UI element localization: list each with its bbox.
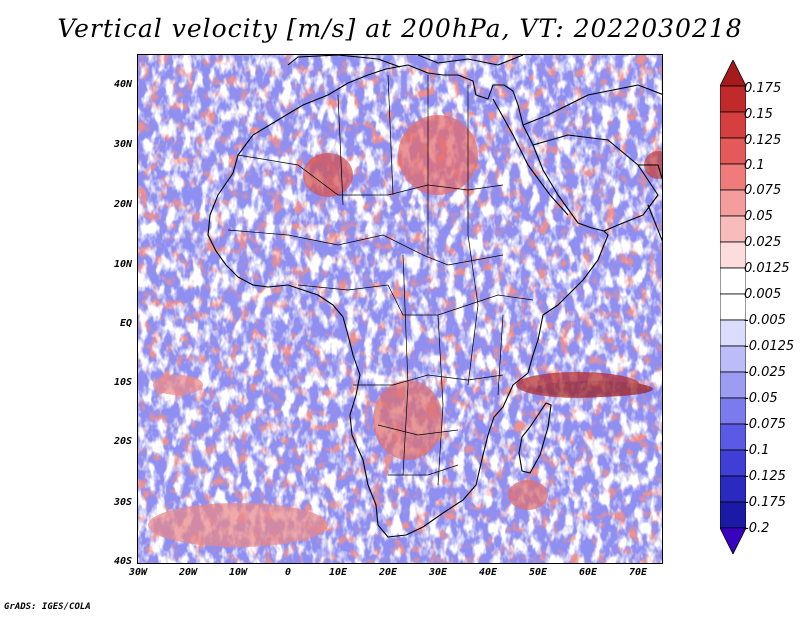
colorbar-label-m0.2: -0.2	[744, 521, 770, 536]
colorbar-bin-0	[720, 60, 746, 87]
red-sea	[492, 98, 569, 216]
indian-ocean-ascent-core	[533, 381, 653, 397]
lon-label-30e: 30E	[428, 567, 448, 578]
colorbar-bin-2	[720, 111, 746, 139]
colorbar-bin-5	[720, 189, 746, 217]
lon-label-60e: 60E	[578, 567, 598, 578]
colorbar-label-0.175: 0.175	[744, 81, 782, 96]
colorbar-bin-4	[720, 163, 746, 191]
colorbar-bin-14	[720, 423, 746, 451]
border-north-south	[337, 74, 479, 476]
colorbar-bin-18	[720, 527, 746, 554]
sahara-ascent	[303, 153, 353, 197]
lat-label-10n: 10N	[113, 259, 132, 270]
colorbar-bin-13	[720, 397, 746, 425]
colorbar-bin-15	[720, 449, 746, 477]
colorbar-label-m0.005: -0.005	[744, 313, 786, 328]
border-central	[297, 284, 534, 316]
colorbar-label-0.15: 0.15	[744, 107, 773, 122]
south-atlantic-band	[148, 503, 328, 547]
colorbar-label-m0.125: -0.125	[744, 469, 786, 484]
europe-coastline	[287, 55, 524, 68]
colorbar-label-m0.025: -0.025	[744, 365, 786, 380]
colorbar-label-m0.175: -0.175	[744, 495, 786, 510]
lat-label-30n: 30N	[113, 139, 132, 150]
southern-africa-ascent	[373, 380, 443, 460]
colorbar-label-0.025: 0.025	[744, 235, 782, 250]
lon-label-10w: 10W	[228, 567, 248, 578]
southwest-indian-ascent	[508, 480, 548, 510]
lat-label-10s: 10S	[113, 377, 132, 388]
lat-label-40s: 40S	[113, 556, 132, 567]
colorbar-label-0.075: 0.075	[744, 183, 782, 198]
border-east	[437, 314, 504, 486]
colorbar-bin-7	[720, 241, 746, 269]
colorbar-bin-8	[720, 267, 746, 295]
africa-coastline	[207, 64, 609, 538]
vertical-velocity-field	[138, 55, 662, 563]
lon-label-0: 0	[284, 567, 292, 578]
colorbar-bin-12	[720, 371, 746, 399]
colorbar-label-0.005: 0.005	[744, 287, 782, 302]
colorbar-bin-11	[720, 345, 746, 373]
colorbar-label-m0.1: -0.1	[744, 443, 770, 458]
lon-label-20e: 20E	[378, 567, 398, 578]
north-africa-ascent	[398, 115, 478, 195]
arabia-coastline	[522, 84, 659, 232]
lon-label-70e: 70E	[628, 567, 648, 578]
coastlines	[207, 55, 662, 538]
colorbar-label-0.125: 0.125	[744, 133, 782, 148]
map-panel	[137, 54, 663, 564]
colorbar-label-m0.05: -0.05	[744, 391, 778, 406]
colorbar-bin-17	[720, 501, 746, 529]
colorbar-label-0.0125: 0.0125	[744, 261, 790, 276]
lat-label-20n: 20N	[113, 199, 132, 210]
positive-velocity-patches	[148, 115, 662, 547]
colorbar-bin-6	[720, 215, 746, 243]
colorbar-label-0.1: 0.1	[744, 158, 765, 173]
colorbar-bin-3	[720, 137, 746, 165]
colorbar-label-m0.075: -0.075	[744, 417, 786, 432]
lon-label-40e: 40E	[478, 567, 498, 578]
border-south	[353, 374, 504, 476]
lon-label-50e: 50E	[528, 567, 548, 578]
border-sahel	[227, 229, 504, 266]
chart-title: Vertical velocity [m/s] at 200hPa, VT: 2…	[57, 14, 743, 43]
colorbar-bin-16	[720, 475, 746, 503]
lon-label-30w: 30W	[128, 567, 148, 578]
lat-label-30s: 30S	[113, 497, 132, 508]
colorbar-bin-10	[720, 319, 746, 347]
atlantic-ascent	[153, 375, 203, 395]
colorbar-label-m0.0125: -0.0125	[744, 339, 795, 354]
lon-label-20w: 20W	[178, 567, 198, 578]
colorbar-boxes	[720, 60, 746, 554]
colorbar-label-0.05: 0.05	[744, 209, 773, 224]
lon-label-10e: 10E	[328, 567, 348, 578]
lat-label-40n: 40N	[113, 79, 132, 90]
grads-credit: GrADS: IGES/COLA	[4, 602, 91, 612]
colorbar-bin-9	[720, 293, 746, 321]
colorbar-bin-1	[720, 85, 746, 113]
colorbar	[720, 60, 746, 554]
madagascar-coastline	[518, 402, 552, 474]
lat-label-eq: EQ	[119, 318, 132, 329]
lat-label-20s: 20S	[113, 436, 132, 447]
country-borders	[227, 74, 534, 486]
india-coastline	[637, 84, 662, 242]
